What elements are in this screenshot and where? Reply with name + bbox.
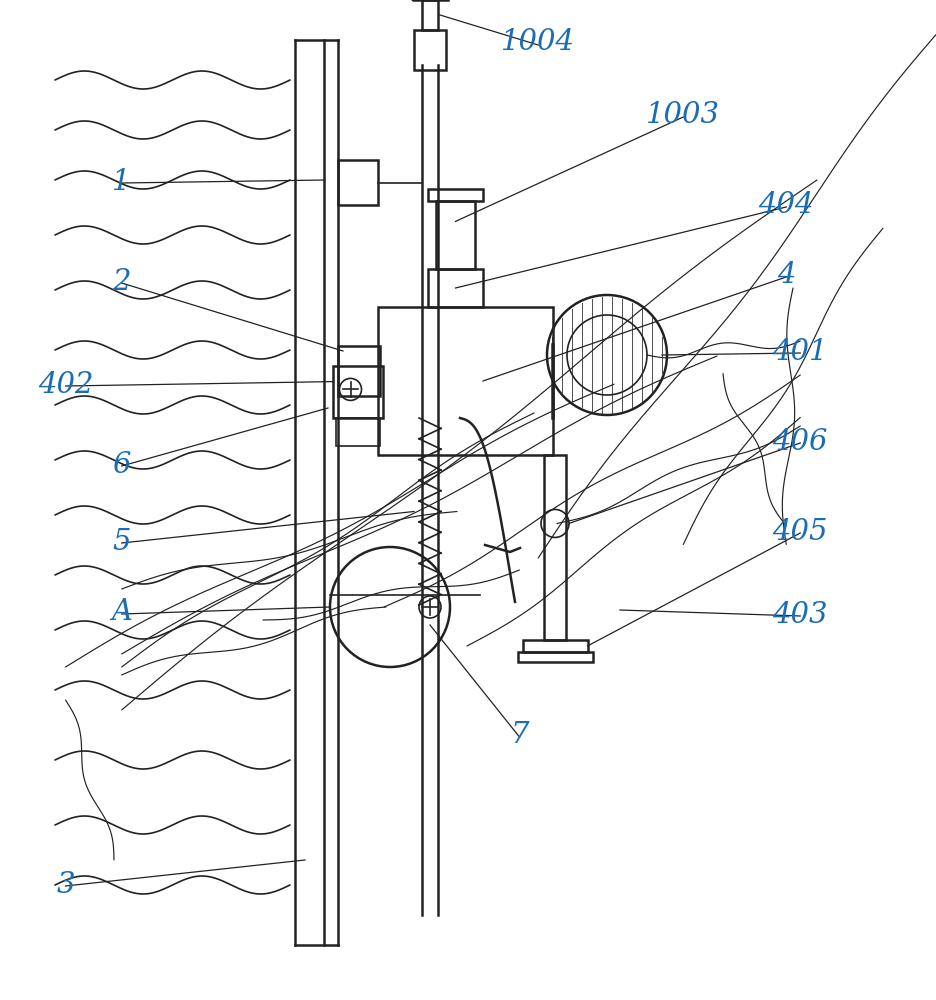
Bar: [518, 652, 592, 662]
Text: 402: 402: [37, 371, 94, 399]
Text: 406: 406: [772, 428, 828, 456]
Circle shape: [547, 295, 667, 415]
Bar: [422, 0, 438, 30]
Text: 1003: 1003: [646, 101, 721, 129]
Bar: [428, 189, 483, 201]
Text: 7: 7: [510, 721, 529, 749]
Text: 1: 1: [112, 168, 131, 196]
Text: 5: 5: [112, 528, 131, 556]
Bar: [338, 160, 378, 205]
Text: 405: 405: [772, 518, 828, 546]
Bar: [552, 344, 553, 418]
Bar: [414, 30, 446, 70]
Bar: [336, 418, 380, 446]
Text: 401: 401: [772, 338, 828, 366]
Text: 1004: 1004: [501, 28, 576, 56]
Text: 4: 4: [777, 261, 796, 289]
Bar: [436, 201, 475, 269]
Bar: [544, 455, 566, 640]
Bar: [428, 269, 483, 307]
Text: 3: 3: [56, 871, 75, 899]
Text: A: A: [111, 598, 132, 626]
Text: 404: 404: [758, 191, 814, 219]
Text: 2: 2: [112, 268, 131, 296]
Text: 6: 6: [112, 451, 131, 479]
Bar: [522, 640, 588, 652]
Bar: [378, 307, 553, 455]
Bar: [338, 346, 380, 396]
Circle shape: [567, 315, 647, 395]
Bar: [333, 366, 383, 418]
Text: 403: 403: [772, 601, 828, 629]
